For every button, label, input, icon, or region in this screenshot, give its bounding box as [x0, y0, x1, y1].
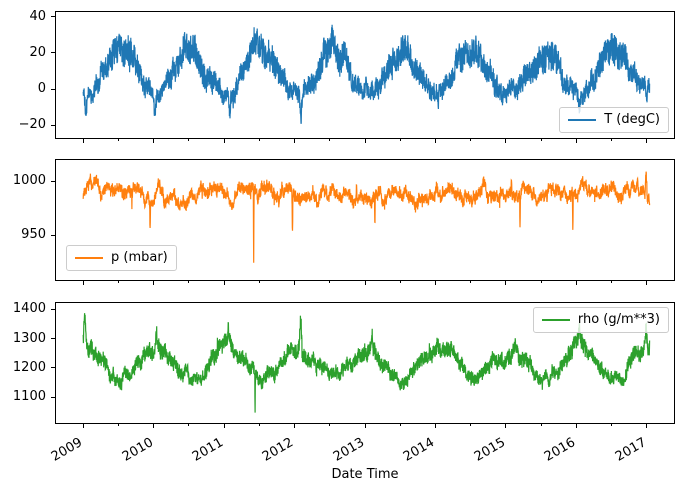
x-minor-tick-mark — [470, 139, 472, 141]
pressure-series-line — [82, 171, 651, 263]
x-minor-tick-mark — [117, 424, 119, 426]
x-tick-mark — [82, 424, 84, 428]
x-tick-label: 2016 — [542, 435, 579, 465]
x-tick-label: 2014 — [401, 435, 438, 465]
x-tick-mark — [294, 281, 296, 285]
density-series-line — [82, 313, 651, 413]
y-tick-mark — [51, 16, 55, 18]
legend-line-sample-2 — [541, 319, 570, 321]
y-tick-label: 40 — [29, 8, 46, 24]
x-minor-tick-mark — [188, 281, 190, 283]
y-tick-mark — [51, 52, 55, 54]
legend-pressure: p (mbar) — [66, 245, 177, 271]
x-tick-mark — [505, 281, 507, 285]
x-tick-label: 2011 — [189, 435, 227, 465]
y-tick-label: 1400 — [12, 301, 46, 317]
x-minor-tick-mark — [540, 424, 542, 426]
x-tick-mark — [82, 281, 84, 285]
x-tick-mark — [153, 424, 155, 428]
y-tick-mark — [51, 88, 55, 90]
y-tick-label: 1200 — [12, 359, 46, 375]
x-minor-tick-mark — [399, 424, 401, 426]
x-tick-mark — [646, 281, 648, 285]
legend-label-temperature: T (degC) — [604, 112, 660, 127]
x-tick-label: 2010 — [119, 435, 156, 465]
y-tick-label: −20 — [18, 117, 46, 133]
x-tick-mark — [434, 281, 436, 285]
x-tick-label: 2017 — [612, 435, 649, 465]
legend-label-density: rho (g/m**3) — [577, 312, 660, 327]
x-minor-tick-mark — [540, 281, 542, 283]
y-tick-mark — [51, 180, 55, 182]
x-tick-mark — [294, 139, 296, 143]
x-tick-label: 2012 — [260, 435, 297, 465]
x-tick-mark — [646, 139, 648, 143]
x-tick-label: 2015 — [471, 435, 508, 465]
x-minor-tick-mark — [329, 424, 331, 426]
legend-line-sample-0 — [568, 119, 597, 121]
y-tick-label: 1100 — [12, 389, 46, 405]
x-tick-label: 2013 — [330, 435, 367, 465]
y-tick-mark — [51, 396, 55, 398]
x-tick-mark — [434, 139, 436, 143]
legend-temperature: T (degC) — [559, 107, 669, 133]
x-minor-tick-mark — [258, 139, 260, 141]
x-tick-mark — [82, 139, 84, 143]
x-tick-mark — [575, 139, 577, 143]
y-tick-label: 1300 — [12, 330, 46, 346]
subplot-temperature — [55, 11, 675, 139]
x-tick-mark — [575, 281, 577, 285]
x-minor-tick-mark — [611, 281, 613, 283]
y-tick-mark — [51, 308, 55, 310]
temperature-series-line — [82, 24, 651, 124]
x-minor-tick-mark — [540, 139, 542, 141]
x-minor-tick-mark — [329, 281, 331, 283]
x-minor-tick-mark — [611, 424, 613, 426]
y-tick-label: 1000 — [12, 173, 46, 189]
x-minor-tick-mark — [399, 139, 401, 141]
x-tick-mark — [223, 139, 225, 143]
y-tick-label: 950 — [21, 227, 46, 242]
x-tick-mark — [434, 424, 436, 428]
x-tick-mark — [294, 424, 296, 428]
x-minor-tick-mark — [470, 281, 472, 283]
x-tick-mark — [223, 281, 225, 285]
x-minor-tick-mark — [258, 281, 260, 283]
legend-density: rho (g/m**3) — [532, 307, 669, 333]
x-tick-mark — [223, 424, 225, 428]
x-tick-mark — [153, 139, 155, 143]
y-tick-label: 20 — [29, 44, 46, 60]
y-tick-mark — [51, 367, 55, 369]
y-tick-mark — [51, 124, 55, 126]
x-tick-mark — [505, 424, 507, 428]
x-tick-mark — [153, 281, 155, 285]
x-minor-tick-mark — [188, 139, 190, 141]
x-tick-mark — [364, 139, 366, 143]
y-tick-mark — [51, 234, 55, 236]
x-minor-tick-mark — [470, 424, 472, 426]
x-tick-mark — [364, 281, 366, 285]
y-tick-label: 0 — [37, 81, 46, 97]
x-minor-tick-mark — [117, 281, 119, 283]
x-tick-mark — [505, 139, 507, 143]
x-minor-tick-mark — [188, 424, 190, 426]
x-tick-mark — [646, 424, 648, 428]
x-minor-tick-mark — [399, 281, 401, 283]
x-tick-label: 2009 — [49, 435, 86, 465]
x-tick-mark — [575, 424, 577, 428]
x-minor-tick-mark — [611, 139, 613, 141]
y-tick-mark — [51, 338, 55, 339]
legend-line-sample-1 — [75, 257, 103, 259]
x-axis-title: Date Time — [331, 467, 399, 482]
x-tick-mark — [364, 424, 366, 428]
x-minor-tick-mark — [117, 139, 119, 141]
x-minor-tick-mark — [329, 139, 331, 141]
x-minor-tick-mark — [258, 424, 260, 426]
legend-label-pressure: p (mbar) — [111, 250, 168, 265]
